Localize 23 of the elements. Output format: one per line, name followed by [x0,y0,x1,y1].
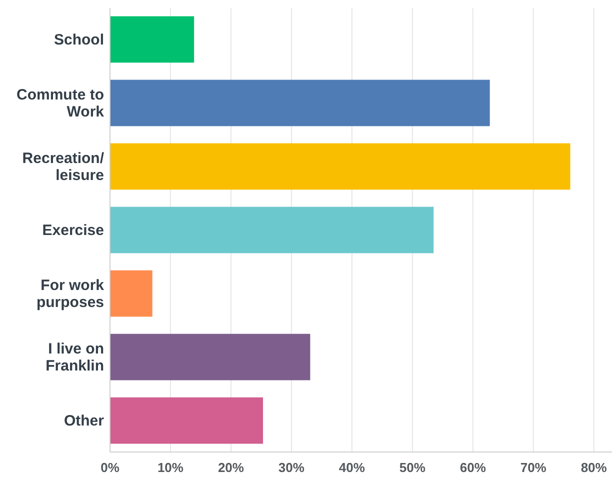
x-tick-label: 20% [218,460,244,475]
bar [110,270,152,317]
y-tick-label: Other [64,412,104,430]
x-tick-label: 50% [399,460,426,475]
bar [110,16,194,63]
bar [110,80,490,126]
x-tick-label: 10% [157,460,184,475]
y-tick-label: For work purposes [36,277,105,312]
bar [110,334,310,380]
y-tick-label: I live on Franklin [46,340,104,375]
y-tick-label: Recreation/leisure [22,150,105,184]
bar [110,143,570,190]
bar [110,397,264,444]
y-tick-label: Commute to Work [16,86,105,120]
x-tick-label: 70% [520,460,547,475]
x-tick-label: 30% [278,460,305,475]
y-tick-label: Exercise [42,222,104,239]
bar [110,206,434,254]
x-tick-label: 0% [100,460,120,475]
x-tick-label: 40% [338,460,366,475]
y-tick-label: School [54,31,104,48]
x-tick-label: 80% [580,460,608,475]
x-tick-label: 60% [460,460,486,475]
